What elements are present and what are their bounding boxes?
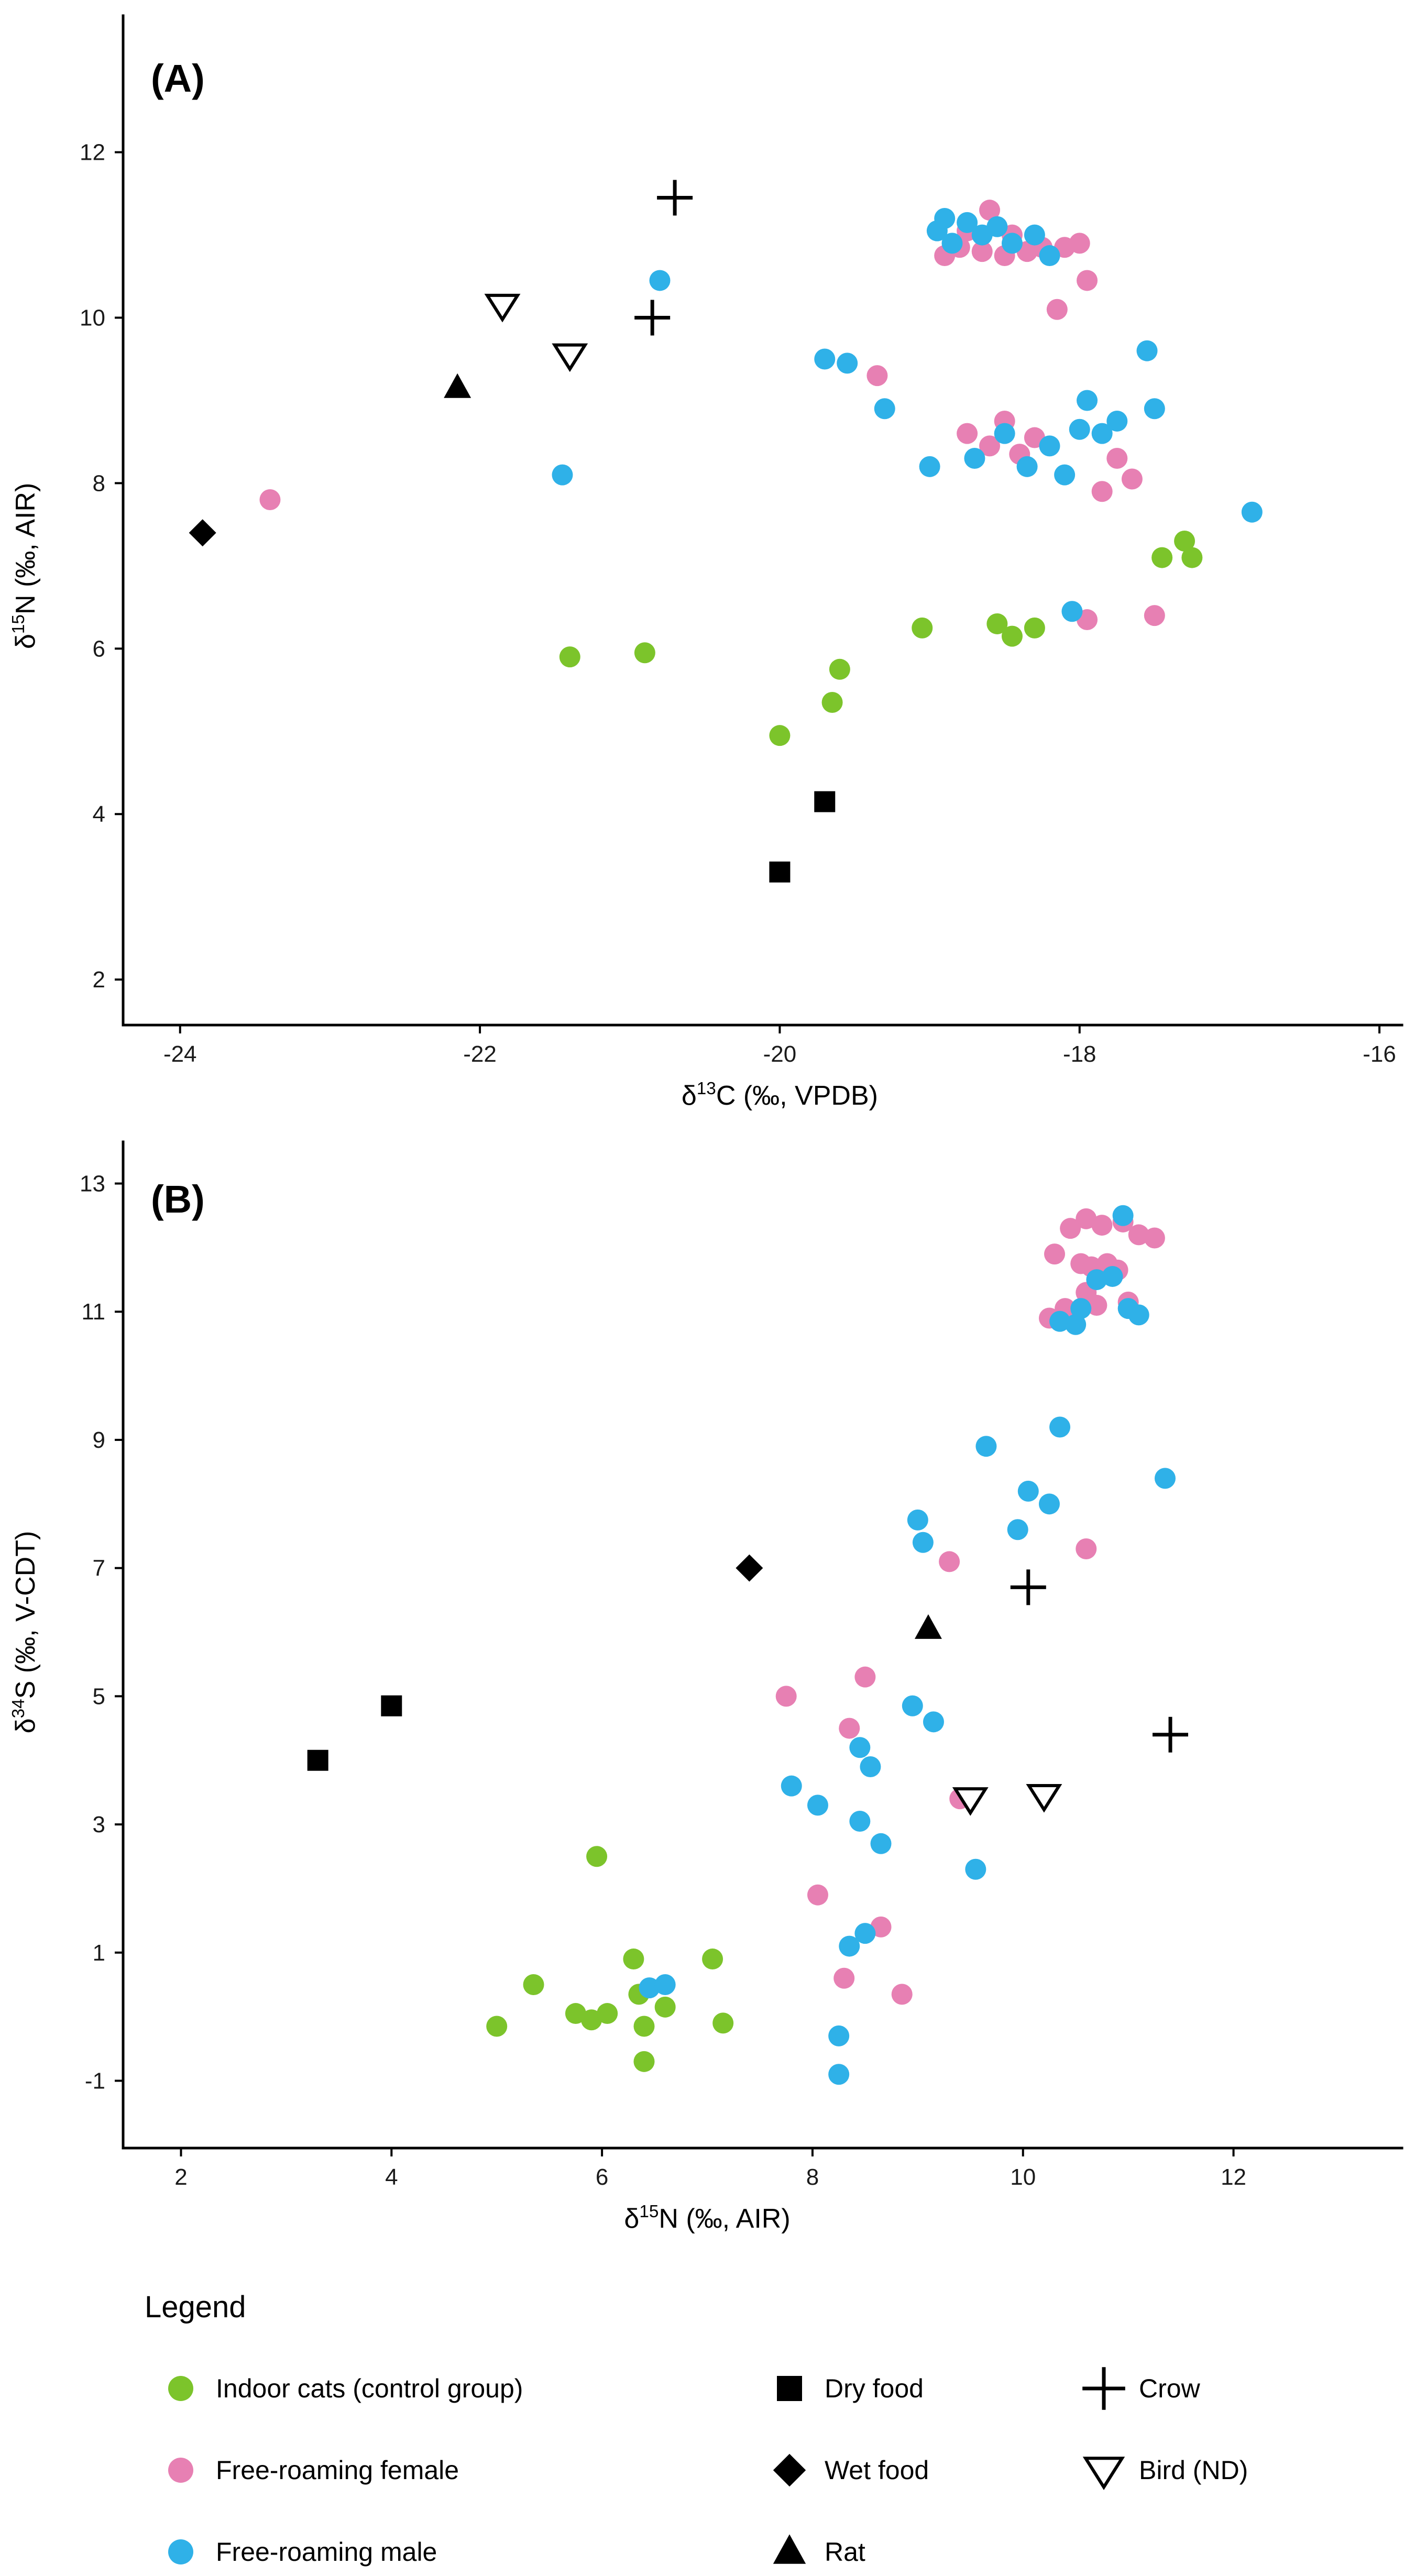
series-crow xyxy=(1010,1569,1189,1753)
x-tick-label: 6 xyxy=(596,2164,608,2190)
plus-icon xyxy=(1082,2367,1125,2410)
legend-item-label: Free-roaming male xyxy=(216,2537,437,2567)
series-dry-food xyxy=(307,1695,402,1771)
circle-icon xyxy=(168,2458,193,2483)
legend-item-rat: Rat xyxy=(766,2528,865,2575)
x-tick-label: -22 xyxy=(463,1041,497,1067)
series-dry-food xyxy=(769,791,836,883)
series-bird-nd xyxy=(484,293,588,372)
axes xyxy=(122,1140,1403,2150)
tick-marks xyxy=(115,1182,1235,2156)
y-tick-label: 8 xyxy=(93,470,105,496)
x-axis-title: δ15N (‰, AIR) xyxy=(624,2202,790,2234)
y-tick-label: 4 xyxy=(93,801,105,827)
legend-item-wet-food: Wet food xyxy=(766,2447,929,2494)
series-indoor-cats-control-group xyxy=(559,530,1203,746)
series-free-roaming-male xyxy=(639,1205,1176,2085)
legend-item-crow: Crow xyxy=(1080,2365,1200,2412)
series-bird-nd xyxy=(952,1784,1062,1816)
series-wet-food xyxy=(736,1554,763,1582)
panel-b: 2 4 6 8 10 12 -1 1 3 5 7 9 11 13 δ15N (‰, AIR) δ34S (‰,… xyxy=(0,1121,1404,2286)
legend-title: Legend xyxy=(145,2290,246,2324)
tick-marks xyxy=(115,151,1381,1033)
x-tick-label: 4 xyxy=(385,2164,398,2190)
series-crow xyxy=(634,180,693,336)
y-tick-label: 13 xyxy=(80,1171,105,1197)
series-rat xyxy=(914,1614,942,1639)
x-tick-label: 8 xyxy=(806,2164,819,2190)
legend-item-bird-nd: Bird (ND) xyxy=(1080,2447,1248,2494)
x-tick-label: 10 xyxy=(1010,2164,1036,2190)
series-free-roaming-male xyxy=(552,207,1263,622)
legend-item-label: Wet food xyxy=(825,2456,929,2485)
square-icon xyxy=(777,2376,802,2401)
y-axis-title: δ34S (‰, V-CDT) xyxy=(9,1531,41,1734)
series-free-roaming-female xyxy=(259,200,1165,631)
panel-a: -24 -22 -20 -18 -16 2 4 6 8 10 12 δ13C (‰, VPDB) δ15… xyxy=(0,0,1404,1121)
legend-item-label: Rat xyxy=(825,2537,865,2567)
panel-label: (A) xyxy=(151,57,205,100)
tick-labels: -24 -22 -20 -18 -16 2 4 6 8 10 12 xyxy=(80,140,1396,1067)
x-tick-label: -20 xyxy=(763,1041,797,1067)
diamond-icon xyxy=(773,2453,806,2487)
circle-icon xyxy=(168,2539,193,2564)
x-tick-label: -16 xyxy=(1363,1041,1396,1067)
x-tick-label: 12 xyxy=(1221,2164,1246,2190)
y-axis-title: δ15N (‰, AIR) xyxy=(9,483,41,649)
x-tick-label: -24 xyxy=(163,1041,197,1067)
y-tick-label: -1 xyxy=(85,2068,105,2094)
y-tick-label: 2 xyxy=(93,967,105,993)
y-tick-label: 1 xyxy=(93,1940,105,1966)
series-indoor-cats-control-group xyxy=(486,1846,734,2072)
scatter-plot-a: -24 -22 -20 -18 -16 2 4 6 8 10 12 δ13C (‰, VPDB) δ15… xyxy=(9,14,1403,1111)
axes xyxy=(122,14,1403,1027)
x-tick-label: -18 xyxy=(1063,1041,1096,1067)
legend-item-label: Indoor cats (control group) xyxy=(216,2374,523,2403)
x-tick-label: 2 xyxy=(174,2164,187,2190)
panel-label: (B) xyxy=(151,1177,205,1221)
legend-item-indoor-cats-control-group: Indoor cats (control group) xyxy=(157,2365,523,2412)
series-rat xyxy=(444,373,471,398)
y-tick-label: 9 xyxy=(93,1427,105,1453)
legend: Legend Indoor cats (control group) Free-r… xyxy=(0,2286,1404,2576)
legend-item-free-roaming-male: Free-roaming male xyxy=(157,2528,437,2575)
legend-item-label: Free-roaming female xyxy=(216,2456,459,2485)
triangle-down-open-icon xyxy=(1082,2457,1125,2491)
y-tick-label: 11 xyxy=(81,1299,105,1325)
series-free-roaming-female xyxy=(775,1208,1165,2005)
legend-item-label: Bird (ND) xyxy=(1139,2456,1248,2485)
y-tick-label: 12 xyxy=(80,140,105,166)
circle-icon xyxy=(168,2376,193,2401)
triangle-up-icon xyxy=(773,2534,806,2564)
y-tick-label: 10 xyxy=(80,305,105,331)
y-tick-label: 3 xyxy=(93,1812,105,1837)
legend-item-free-roaming-female: Free-roaming female xyxy=(157,2447,459,2494)
y-tick-label: 6 xyxy=(93,636,105,662)
legend-item-label: Crow xyxy=(1139,2374,1200,2403)
y-tick-label: 5 xyxy=(93,1683,105,1709)
legend-item-dry-food: Dry food xyxy=(766,2365,924,2412)
y-tick-label: 7 xyxy=(93,1556,105,1581)
x-axis-title: δ13C (‰, VPDB) xyxy=(682,1079,878,1111)
series-wet-food xyxy=(189,519,216,547)
legend-item-label: Dry food xyxy=(825,2374,924,2403)
